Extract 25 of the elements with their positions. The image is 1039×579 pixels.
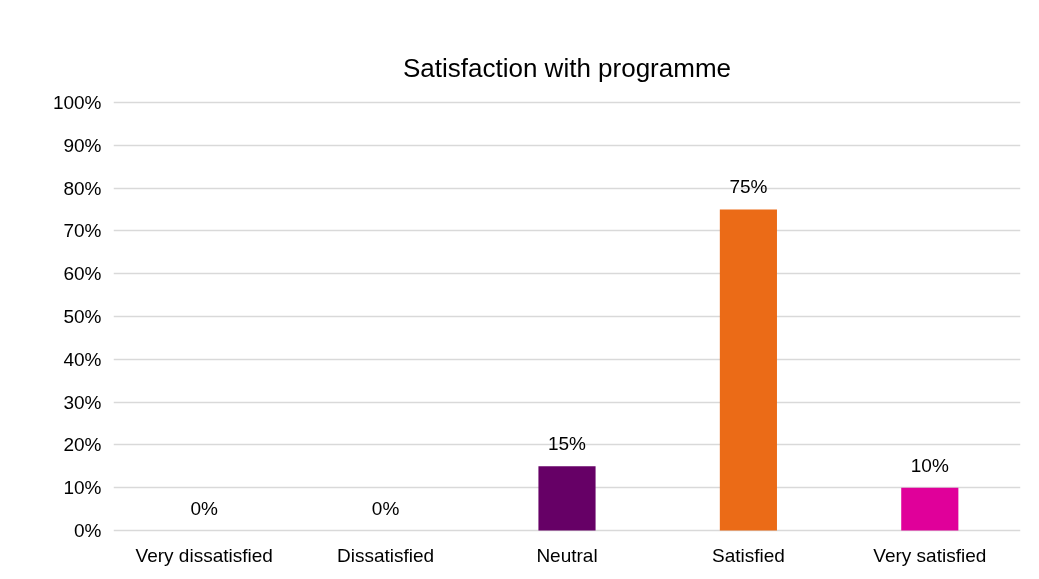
y-tick-label: 0%: [74, 520, 102, 542]
x-tick-label: Very dissatisfied: [135, 544, 273, 566]
x-tick-label: Satisfied: [711, 544, 785, 566]
y-tick-label: 90%: [63, 134, 102, 156]
x-tick-label: Very satisfied: [873, 544, 987, 566]
y-tick-label: 50%: [63, 306, 102, 327]
y-tick-label: 70%: [63, 220, 102, 242]
y-tick-label: 10%: [63, 477, 102, 499]
data-label: 10%: [910, 454, 949, 476]
y-tick-label: 60%: [63, 263, 102, 285]
bar: [719, 209, 777, 531]
data-label: 0%: [371, 497, 400, 519]
y-tick-label: 30%: [63, 391, 102, 413]
data-label: 0%: [190, 497, 219, 519]
data-label: 75%: [729, 176, 768, 198]
x-tick-label: Neutral: [536, 544, 598, 566]
bar: [538, 466, 596, 531]
data-label: 15%: [547, 433, 587, 455]
chart-title: Satisfaction with programme: [402, 52, 732, 83]
x-tick-label: Dissatisfied: [337, 544, 435, 566]
y-tick-label: 80%: [63, 177, 102, 199]
y-tick-label: 20%: [63, 434, 102, 456]
y-tick-label: 40%: [63, 348, 102, 370]
y-tick-label: 100%: [52, 91, 102, 113]
bar: [901, 487, 959, 531]
